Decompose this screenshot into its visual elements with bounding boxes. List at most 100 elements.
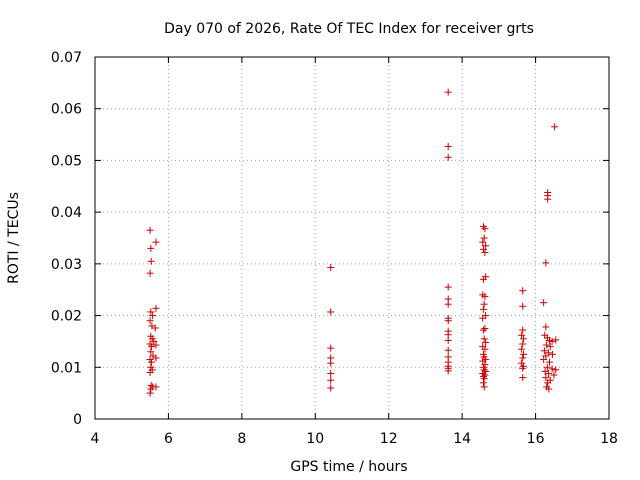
x-tick-label: 14 bbox=[453, 431, 471, 447]
data-point bbox=[550, 371, 558, 379]
data-point bbox=[540, 299, 548, 307]
data-point bbox=[327, 359, 335, 367]
data-point bbox=[519, 340, 527, 348]
data-point bbox=[552, 336, 560, 344]
data-point bbox=[540, 347, 548, 355]
data-point bbox=[552, 366, 560, 374]
y-tick-label: 0.05 bbox=[51, 153, 82, 169]
data-point bbox=[152, 341, 160, 349]
data-point bbox=[147, 244, 155, 252]
data-point bbox=[482, 338, 490, 346]
data-point bbox=[480, 383, 488, 391]
data-point bbox=[481, 325, 489, 332]
data-point bbox=[152, 354, 160, 362]
data-point bbox=[147, 348, 155, 356]
data-point bbox=[545, 385, 553, 393]
plot-border bbox=[94, 56, 610, 420]
data-point bbox=[481, 292, 489, 300]
data-point bbox=[147, 257, 155, 265]
data-point bbox=[519, 335, 527, 343]
data-point bbox=[548, 350, 556, 358]
data-point bbox=[151, 324, 159, 332]
data-point bbox=[150, 337, 158, 345]
data-point bbox=[519, 350, 527, 358]
data-point bbox=[152, 304, 160, 312]
data-point bbox=[519, 287, 527, 295]
data-point bbox=[551, 123, 559, 131]
data-point bbox=[519, 326, 527, 334]
data-point bbox=[542, 259, 550, 267]
data-point bbox=[479, 305, 487, 313]
x-tick-label: 6 bbox=[164, 431, 173, 447]
data-point bbox=[544, 379, 552, 387]
data-point bbox=[146, 368, 154, 376]
data-point bbox=[543, 341, 551, 349]
data-point bbox=[480, 234, 488, 242]
x-tick-label: 18 bbox=[600, 431, 618, 447]
data-point bbox=[482, 356, 490, 364]
x-tick-label: 16 bbox=[527, 431, 545, 447]
data-point bbox=[480, 300, 488, 308]
data-point bbox=[152, 383, 160, 391]
data-point bbox=[444, 153, 452, 161]
data-point bbox=[444, 317, 452, 325]
x-axis-label: GPS time / hours bbox=[290, 459, 407, 475]
data-point bbox=[148, 358, 156, 366]
data-point bbox=[147, 385, 155, 393]
data-point bbox=[444, 88, 452, 96]
y-axis-label: ROTI / TECUs bbox=[6, 192, 22, 284]
data-point bbox=[542, 323, 550, 331]
data-point bbox=[327, 263, 335, 271]
data-point bbox=[479, 357, 487, 365]
tick-labels: 4 6 8 10 12 14 16 18 0 0.01 0.02 0.03 0.04 0.05 0.06 0.… bbox=[51, 50, 618, 447]
data-point bbox=[327, 369, 335, 377]
data-point bbox=[540, 356, 548, 364]
data-point bbox=[519, 374, 527, 382]
data-point bbox=[152, 238, 160, 246]
data-point bbox=[327, 384, 335, 392]
data-point bbox=[519, 364, 527, 372]
data-point bbox=[481, 345, 489, 353]
y-tick-label: 0.06 bbox=[51, 102, 82, 118]
data-point bbox=[479, 238, 487, 246]
data-point bbox=[479, 326, 487, 334]
data-point bbox=[327, 344, 335, 352]
data-point bbox=[146, 317, 154, 325]
data-point bbox=[481, 371, 489, 379]
data-points bbox=[146, 88, 560, 397]
y-tick-label: 0.07 bbox=[51, 50, 82, 66]
y-tick-label: 0.02 bbox=[51, 309, 82, 325]
y-tick-label: 0 bbox=[73, 412, 82, 428]
data-point bbox=[543, 363, 551, 371]
data-point bbox=[327, 376, 335, 384]
data-point bbox=[479, 314, 487, 322]
data-point bbox=[444, 300, 452, 308]
y-tick-label: 0.01 bbox=[51, 360, 82, 376]
data-point bbox=[444, 283, 452, 291]
x-tick-label: 12 bbox=[380, 431, 398, 447]
data-point bbox=[444, 346, 452, 354]
data-point bbox=[147, 308, 155, 316]
data-point bbox=[146, 226, 154, 234]
data-point bbox=[479, 245, 487, 253]
data-point bbox=[548, 337, 556, 345]
y-tick-label: 0.04 bbox=[51, 205, 82, 221]
data-point bbox=[146, 269, 154, 277]
data-point bbox=[481, 225, 489, 233]
data-point bbox=[149, 312, 157, 320]
data-point bbox=[146, 389, 154, 397]
data-point bbox=[444, 367, 452, 375]
data-point bbox=[148, 343, 156, 351]
data-point bbox=[479, 379, 487, 387]
data-point bbox=[546, 343, 554, 351]
data-point bbox=[542, 374, 550, 382]
data-point bbox=[548, 365, 556, 373]
data-point bbox=[480, 366, 488, 374]
data-point bbox=[482, 242, 490, 250]
data-point bbox=[444, 336, 452, 344]
y-tick-label: 0.03 bbox=[51, 257, 82, 273]
data-point bbox=[327, 308, 335, 316]
